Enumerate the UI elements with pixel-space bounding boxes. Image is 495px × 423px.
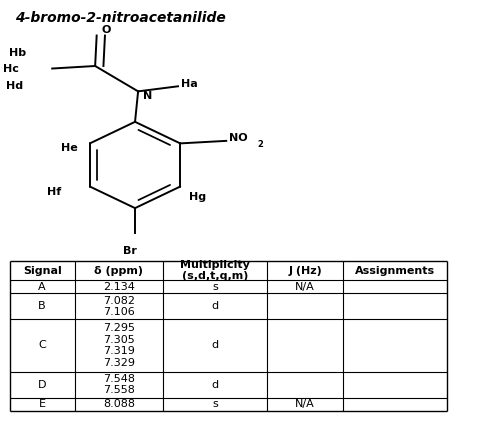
Text: E: E [39, 399, 46, 409]
Text: s: s [212, 399, 218, 409]
Text: N: N [143, 91, 152, 102]
Text: N/A: N/A [295, 399, 315, 409]
Text: 7.548
7.558: 7.548 7.558 [103, 374, 135, 396]
Text: Hd: Hd [6, 81, 23, 91]
Text: Hg: Hg [190, 192, 206, 202]
Text: N/A: N/A [295, 282, 315, 292]
Text: Assignments: Assignments [355, 266, 435, 275]
Text: Hb: Hb [9, 48, 26, 58]
Text: Hc: Hc [3, 63, 19, 74]
Text: s: s [212, 282, 218, 292]
Text: He: He [61, 143, 77, 154]
Text: δ (ppm): δ (ppm) [95, 266, 144, 275]
Text: Br: Br [123, 246, 137, 256]
Text: 2.134: 2.134 [103, 282, 135, 292]
Text: Ha: Ha [181, 79, 198, 89]
Text: O: O [101, 25, 111, 36]
Text: NO: NO [229, 133, 248, 143]
Text: d: d [211, 341, 219, 351]
Text: D: D [38, 379, 47, 390]
Text: d: d [211, 302, 219, 311]
Text: B: B [38, 302, 46, 311]
Text: 4-bromo-2-nitroacetanilide: 4-bromo-2-nitroacetanilide [15, 11, 226, 25]
Text: Signal: Signal [23, 266, 61, 275]
Text: Multiplicity
(s,d,t,q,m): Multiplicity (s,d,t,q,m) [180, 260, 250, 281]
Text: 8.088: 8.088 [103, 399, 135, 409]
Text: 2: 2 [257, 140, 263, 149]
Text: 7.295
7.305
7.319
7.329: 7.295 7.305 7.319 7.329 [103, 323, 135, 368]
Text: J (Hz): J (Hz) [288, 266, 322, 275]
Text: A: A [38, 282, 46, 292]
Text: 7.082
7.106: 7.082 7.106 [103, 296, 135, 317]
Text: Hf: Hf [47, 187, 61, 197]
Text: d: d [211, 379, 219, 390]
Text: C: C [38, 341, 46, 351]
